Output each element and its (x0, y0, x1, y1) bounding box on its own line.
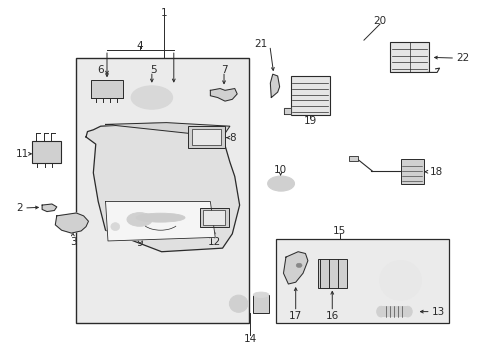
Text: 1: 1 (161, 8, 167, 18)
Bar (192, 129, 220, 145)
Text: 9: 9 (136, 238, 142, 248)
Polygon shape (105, 202, 215, 241)
Text: 14: 14 (243, 333, 257, 343)
Bar (203, 211, 224, 225)
Bar (380, 306, 407, 317)
Ellipse shape (379, 261, 420, 300)
Text: 22: 22 (456, 53, 469, 63)
Text: 2: 2 (16, 203, 22, 213)
Polygon shape (284, 108, 290, 114)
Text: 16: 16 (325, 311, 338, 321)
Ellipse shape (253, 292, 268, 297)
Polygon shape (270, 74, 279, 98)
Text: 19: 19 (303, 116, 316, 126)
Bar (389, 42, 428, 72)
Ellipse shape (229, 295, 247, 312)
Polygon shape (42, 204, 57, 212)
Bar (199, 208, 228, 227)
Ellipse shape (267, 176, 294, 191)
Ellipse shape (111, 223, 120, 230)
Text: 6: 6 (97, 64, 104, 75)
Text: 12: 12 (207, 237, 221, 247)
Bar (348, 156, 357, 161)
Polygon shape (105, 123, 229, 137)
Text: 3: 3 (70, 237, 77, 247)
Text: 8: 8 (228, 133, 235, 143)
Bar (188, 126, 224, 148)
Bar (290, 76, 329, 116)
Text: 15: 15 (332, 226, 346, 236)
Polygon shape (210, 89, 237, 101)
Bar (317, 259, 346, 288)
Text: 5: 5 (150, 64, 156, 75)
Text: 10: 10 (273, 165, 286, 175)
Polygon shape (283, 252, 307, 284)
Text: 21: 21 (254, 39, 267, 49)
Text: 7: 7 (220, 64, 227, 75)
Bar (400, 159, 423, 184)
Text: 20: 20 (373, 17, 386, 27)
Text: 11: 11 (16, 149, 29, 159)
Bar (91, 80, 122, 98)
Text: 4: 4 (136, 41, 142, 50)
Text: 13: 13 (431, 307, 445, 316)
Polygon shape (55, 213, 88, 233)
Ellipse shape (136, 213, 184, 222)
Bar (253, 295, 268, 313)
Polygon shape (86, 123, 239, 252)
Ellipse shape (376, 306, 385, 317)
Ellipse shape (296, 263, 302, 267)
Text: 17: 17 (288, 311, 302, 321)
Text: 18: 18 (429, 167, 442, 177)
Ellipse shape (131, 86, 172, 109)
Bar (32, 141, 61, 163)
Bar (76, 58, 249, 323)
Ellipse shape (127, 213, 152, 226)
Bar (276, 239, 448, 323)
Ellipse shape (403, 306, 411, 317)
